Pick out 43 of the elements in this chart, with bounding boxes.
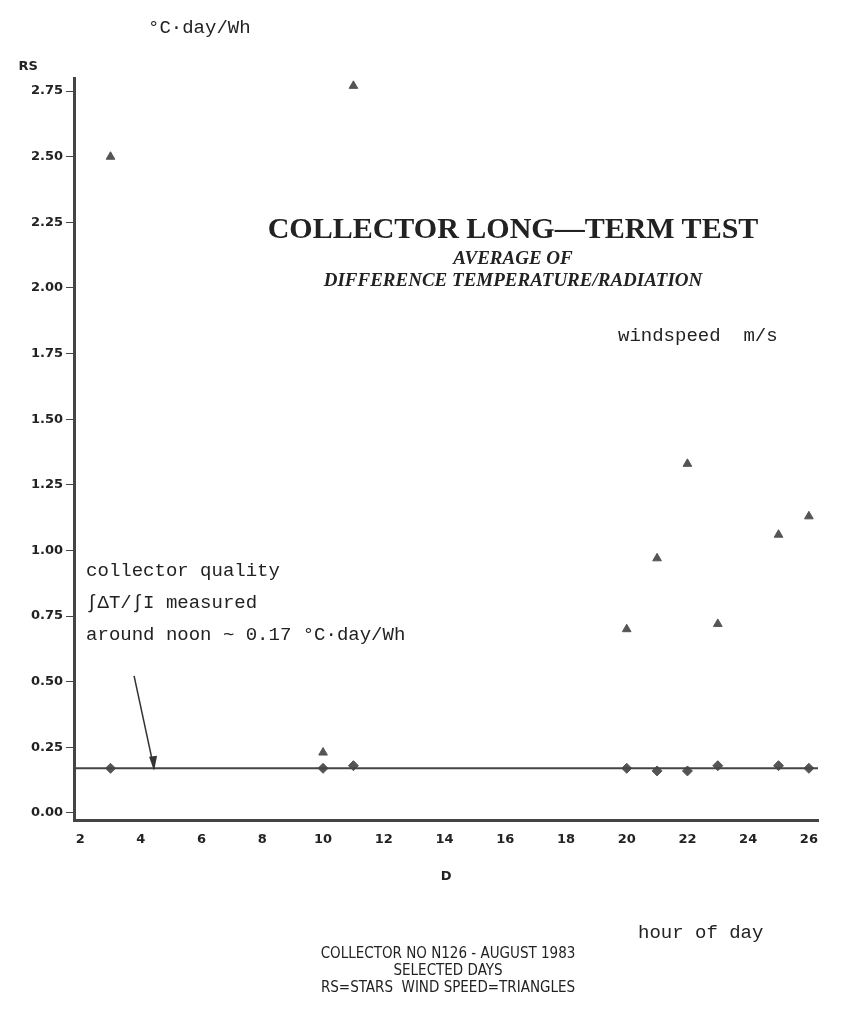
text: COLLECTOR LONG—TERM TEST [267, 211, 759, 244]
x-tick-label: 26 [799, 830, 818, 846]
y-tick-label: 1.75 [31, 344, 64, 360]
x-tick-label: 20 [617, 830, 636, 846]
y-tick-label: 2.25 [31, 213, 64, 229]
y-tick-label: 0.25 [31, 738, 64, 754]
x-tick-label: 6 [197, 830, 207, 846]
x-axis-title: D [440, 867, 452, 883]
x-tick-label: 10 [314, 830, 333, 846]
y-tick-label: 2.50 [31, 148, 64, 164]
point [348, 80, 359, 89]
y-tick-label: 0.50 [31, 673, 64, 689]
x-tick-label: 12 [374, 830, 393, 846]
y-tick-label: 1.50 [31, 410, 64, 426]
point [682, 458, 693, 467]
x-tick-label: 8 [257, 830, 267, 846]
y-tick-label: 2.75 [31, 82, 64, 98]
y-axis-title: RS [18, 58, 38, 73]
point [318, 747, 328, 756]
x-tick-label: 16 [496, 830, 515, 846]
text: COLLECTOR NO N126 - AUGUST 1983 SELECTED DAYS RS=STARS WIND SPEED=TRIANGLES [320, 944, 576, 996]
text: hour of day [638, 922, 764, 944]
y-tick-label: 0.00 [31, 804, 64, 820]
point [804, 510, 814, 520]
text: °C·day/Wh [148, 17, 251, 39]
y-tick-label: 2.00 [31, 279, 64, 295]
y-tick-label: 1.25 [31, 476, 64, 492]
point [621, 623, 632, 633]
x-tick-label: 2 [75, 830, 85, 846]
y-tick-label: 0.75 [31, 607, 64, 623]
x-tick-label: 22 [678, 830, 697, 846]
annotation: windspeed m/s [618, 325, 778, 347]
x-tick-label: 14 [435, 830, 454, 846]
point [712, 618, 723, 627]
point [652, 552, 662, 562]
x-tick-label: 24 [739, 830, 758, 846]
y-tick-label: 1.00 [31, 541, 64, 557]
point [105, 151, 116, 160]
annotation: collector quality ∫ΔT/∫I measured around noon ~ 0.17 °C·day/Wh [86, 559, 406, 646]
x-tick-label: 4 [136, 830, 146, 846]
point [773, 529, 784, 538]
x-tick-label: 18 [556, 830, 576, 846]
text: AVERAGE OF DIFFERENCE TEMPERATURE/RADIATION [322, 247, 704, 290]
